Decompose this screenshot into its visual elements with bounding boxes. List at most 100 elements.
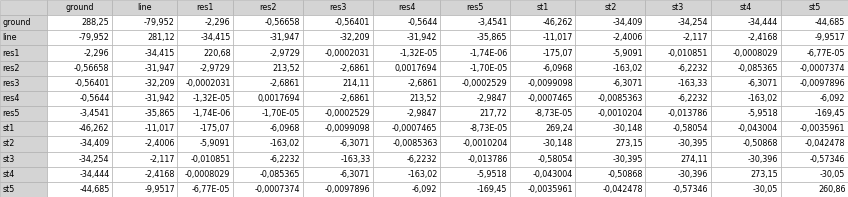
Text: -30,396: -30,396 bbox=[678, 170, 708, 179]
Bar bbox=[645, 167, 711, 182]
Text: -1,32E-05: -1,32E-05 bbox=[192, 94, 231, 103]
Bar bbox=[576, 151, 645, 167]
Text: -6,77E-05: -6,77E-05 bbox=[192, 185, 231, 194]
Text: -31,942: -31,942 bbox=[144, 94, 175, 103]
Text: 213,52: 213,52 bbox=[410, 94, 438, 103]
Bar bbox=[576, 167, 645, 182]
Text: -44,685: -44,685 bbox=[815, 18, 845, 27]
Text: -163,02: -163,02 bbox=[748, 94, 778, 103]
Text: res5: res5 bbox=[466, 3, 484, 12]
Bar bbox=[576, 121, 645, 136]
Bar bbox=[576, 61, 645, 76]
Bar bbox=[0, 151, 47, 167]
Text: -2,117: -2,117 bbox=[149, 155, 175, 164]
Bar bbox=[0, 30, 47, 46]
Text: -3,4541: -3,4541 bbox=[477, 18, 507, 27]
Text: -30,396: -30,396 bbox=[748, 155, 778, 164]
Text: 220,68: 220,68 bbox=[203, 48, 231, 58]
Text: -30,395: -30,395 bbox=[678, 139, 708, 149]
Text: 273,15: 273,15 bbox=[750, 170, 778, 179]
Text: 288,25: 288,25 bbox=[81, 18, 109, 27]
Text: -8,73E-05: -8,73E-05 bbox=[534, 109, 573, 118]
Text: -0,0085363: -0,0085363 bbox=[598, 94, 643, 103]
Bar bbox=[645, 151, 711, 167]
Bar bbox=[177, 121, 233, 136]
Text: -2,6861: -2,6861 bbox=[270, 79, 300, 88]
Bar bbox=[112, 46, 177, 61]
Bar bbox=[47, 46, 112, 61]
Bar bbox=[711, 91, 781, 106]
Bar bbox=[177, 61, 233, 76]
Bar bbox=[440, 167, 510, 182]
Bar bbox=[711, 46, 781, 61]
Text: -0,0010204: -0,0010204 bbox=[598, 109, 643, 118]
Text: -1,32E-05: -1,32E-05 bbox=[399, 48, 438, 58]
Text: -0,0002031: -0,0002031 bbox=[185, 79, 231, 88]
Bar bbox=[645, 30, 711, 46]
Bar bbox=[177, 106, 233, 121]
Bar bbox=[112, 30, 177, 46]
Bar bbox=[177, 30, 233, 46]
Text: -1,74E-06: -1,74E-06 bbox=[192, 109, 231, 118]
Bar bbox=[177, 0, 233, 15]
Text: -32,209: -32,209 bbox=[144, 79, 175, 88]
Text: -0,043004: -0,043004 bbox=[533, 170, 573, 179]
Text: -2,4168: -2,4168 bbox=[144, 170, 175, 179]
Text: -79,952: -79,952 bbox=[79, 33, 109, 42]
Bar bbox=[781, 61, 848, 76]
Bar bbox=[47, 76, 112, 91]
Bar bbox=[0, 167, 47, 182]
Bar bbox=[645, 136, 711, 151]
Bar bbox=[0, 91, 47, 106]
Bar bbox=[576, 106, 645, 121]
Bar bbox=[440, 106, 510, 121]
Bar bbox=[576, 182, 645, 197]
Bar bbox=[47, 0, 112, 15]
Text: -5,9091: -5,9091 bbox=[200, 139, 231, 149]
Bar bbox=[781, 46, 848, 61]
Text: res2: res2 bbox=[259, 3, 276, 12]
Text: -2,6861: -2,6861 bbox=[340, 94, 371, 103]
Bar bbox=[576, 30, 645, 46]
Bar bbox=[510, 167, 576, 182]
Bar bbox=[47, 167, 112, 182]
Bar bbox=[0, 15, 47, 30]
Bar bbox=[233, 30, 303, 46]
Text: res1: res1 bbox=[3, 48, 20, 58]
Text: -0,0007374: -0,0007374 bbox=[800, 64, 845, 73]
Text: -30,148: -30,148 bbox=[612, 124, 643, 133]
Text: -2,9729: -2,9729 bbox=[199, 64, 231, 73]
Bar bbox=[233, 182, 303, 197]
Bar bbox=[781, 182, 848, 197]
Text: st1: st1 bbox=[537, 3, 549, 12]
Bar bbox=[303, 106, 373, 121]
Text: -0,010851: -0,010851 bbox=[668, 48, 708, 58]
Bar bbox=[47, 182, 112, 197]
Text: -0,0002031: -0,0002031 bbox=[325, 48, 371, 58]
Bar bbox=[233, 151, 303, 167]
Bar bbox=[233, 76, 303, 91]
Bar bbox=[373, 182, 440, 197]
Bar bbox=[303, 182, 373, 197]
Bar bbox=[303, 76, 373, 91]
Text: -163,02: -163,02 bbox=[270, 139, 300, 149]
Text: -2,4168: -2,4168 bbox=[748, 33, 778, 42]
Text: -163,02: -163,02 bbox=[612, 64, 643, 73]
Text: -169,45: -169,45 bbox=[477, 185, 507, 194]
Text: -0,013786: -0,013786 bbox=[467, 155, 507, 164]
Text: ground: ground bbox=[65, 3, 93, 12]
Text: 0,0017694: 0,0017694 bbox=[258, 94, 300, 103]
Bar bbox=[645, 106, 711, 121]
Bar bbox=[781, 167, 848, 182]
Text: -32,209: -32,209 bbox=[340, 33, 371, 42]
Bar bbox=[440, 76, 510, 91]
Text: res4: res4 bbox=[398, 3, 416, 12]
Text: -9,9517: -9,9517 bbox=[815, 33, 845, 42]
Bar bbox=[781, 0, 848, 15]
Text: -30,05: -30,05 bbox=[753, 185, 778, 194]
Text: -0,57346: -0,57346 bbox=[672, 185, 708, 194]
Bar bbox=[645, 182, 711, 197]
Text: -6,3071: -6,3071 bbox=[340, 170, 371, 179]
Text: -11,017: -11,017 bbox=[144, 124, 175, 133]
Text: -9,9517: -9,9517 bbox=[144, 185, 175, 194]
